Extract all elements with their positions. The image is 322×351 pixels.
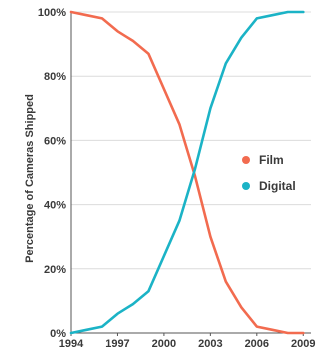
y-tick-label: 100% bbox=[38, 7, 66, 19]
y-tick-label: 0% bbox=[50, 328, 66, 340]
y-tick-label: 20% bbox=[44, 264, 66, 276]
legend-marker-film bbox=[242, 156, 250, 164]
legend-label-film: Film bbox=[259, 153, 284, 167]
x-tick-label: 2009 bbox=[291, 338, 315, 350]
y-tick-label: 40% bbox=[44, 200, 66, 212]
x-tick-label: 2003 bbox=[198, 338, 222, 350]
legend: Film Digital bbox=[242, 153, 296, 193]
y-tick-label: 60% bbox=[44, 135, 66, 147]
series-lines bbox=[69, 10, 305, 335]
grid-lines bbox=[71, 11, 311, 270]
y-axis-label: Percentage of Cameras Shipped bbox=[24, 94, 36, 263]
x-axis-ticks: 1994 1997 2000 2003 2006 2009 bbox=[59, 333, 316, 350]
x-tick-label: 2000 bbox=[152, 338, 176, 350]
x-tick-label: 1997 bbox=[105, 338, 129, 350]
series-line-digital bbox=[69, 10, 305, 335]
y-tick-label: 80% bbox=[44, 71, 66, 83]
series-line-film bbox=[69, 10, 305, 335]
x-tick-label: 2006 bbox=[245, 338, 269, 350]
y-axis-ticks: 0% 20% 40% 60% 80% 100% bbox=[38, 7, 66, 340]
legend-label-digital: Digital bbox=[259, 179, 296, 193]
legend-marker-digital bbox=[242, 182, 250, 190]
x-tick-label: 1994 bbox=[59, 338, 84, 350]
